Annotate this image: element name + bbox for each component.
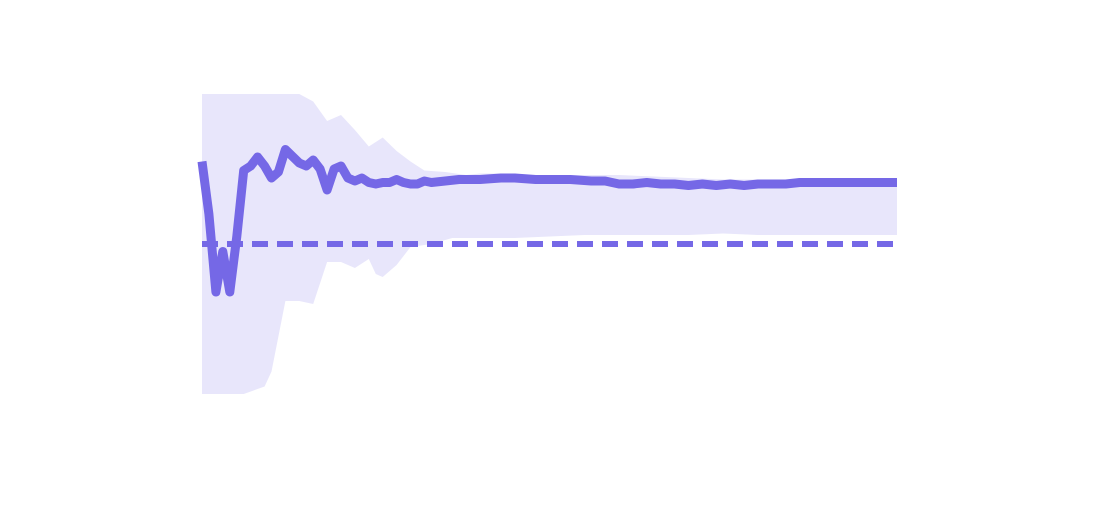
confidence-band bbox=[202, 94, 897, 394]
series-line-estimate bbox=[197, 145, 897, 297]
